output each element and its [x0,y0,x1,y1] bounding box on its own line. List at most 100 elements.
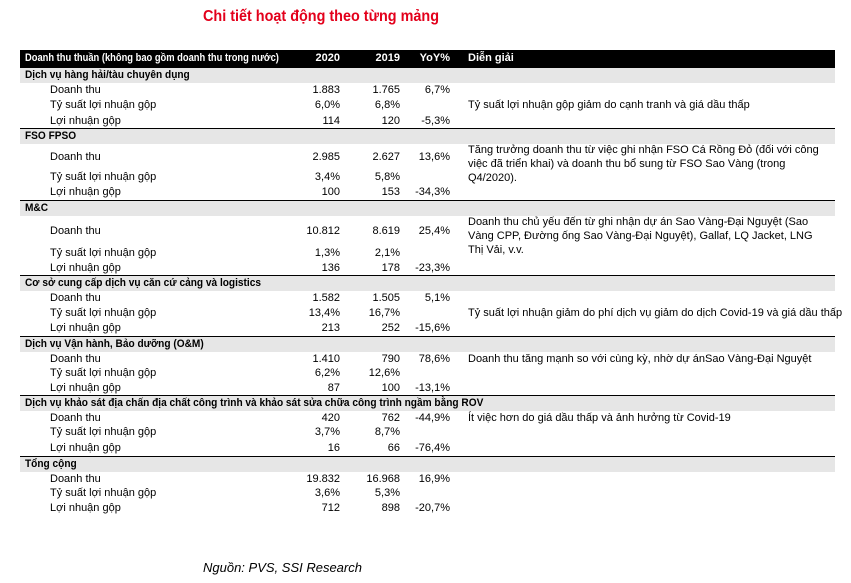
table-row: Lợi nhuận gộp 213 252 -15,6% [20,321,835,336]
value-2020: 136 [321,262,340,274]
value-yoy: 6,7% [424,84,450,96]
table-body: Dịch vụ hàng hải/tàu chuyên dụng Doanh th… [20,67,843,516]
value-2020: 6,2% [314,367,340,379]
table-row: Lợi nhuận gộp 114 120 -5,3% [20,114,835,128]
value-2019: 5,3% [374,487,400,499]
section-title: Dịch vụ khảo sát địa chấn địa chất công … [25,397,484,409]
value-2020: 16 [327,442,340,454]
section-header: Dịch vụ khảo sát địa chấn địa chất công … [20,395,835,411]
value-2019: 66 [387,442,400,454]
value-2020: 2.985 [312,151,340,163]
header-note: Diễn giải [468,52,514,64]
value-2020: 3,4% [314,171,340,183]
row-label: Tỷ suất lợi nhuận gộp [50,307,157,319]
table-row: Doanh thu 10.812 8.619 25,4% Doanh thu chủ y… [20,216,835,256]
row-label: Doanh thu [50,353,101,365]
value-yoy: -76,4% [415,442,450,454]
value-2019: 153 [381,186,400,198]
section-title: FSO FPSO [25,130,77,142]
table-row: Lợi nhuận gộp 100 153 -34,3% [20,185,835,200]
value-yoy: -15,6% [415,322,450,334]
value-2019: 252 [381,322,400,334]
value-yoy: -23,3% [415,262,450,274]
row-note: Tỷ suất lợi nhuận giảm do phí dịch vụ gi… [468,307,843,319]
row-label: Doanh thu [50,473,101,485]
table-row: Tỷ suất lợi nhuận gộp 3,7% 8,7% [20,425,835,440]
row-label: Tỷ suất lợi nhuận gộp [50,426,157,438]
value-2019: 120 [381,115,400,127]
section-title: Dịch vụ Vận hành, Bảo dưỡng (O&M) [25,338,204,350]
value-2019: 1.505 [372,292,400,304]
value-2020: 420 [321,412,340,424]
value-2019: 178 [381,262,400,274]
row-label: Tỷ suất lợi nhuận gộp [50,487,157,499]
value-2019: 5,8% [374,171,400,183]
value-2020: 712 [321,502,340,514]
row-label: Lợi nhuận gộp [50,382,121,394]
row-label: Tỷ suất lợi nhuận gộp [50,247,157,259]
table-row: Doanh thu 2.985 2.627 13,6% Tăng trưởng doan… [20,144,835,184]
value-2020: 3,7% [314,426,340,438]
value-2020: 13,4% [308,307,340,319]
value-2020: 3,6% [314,487,340,499]
row-label: Lợi nhuận gộp [50,502,121,514]
value-2020: 1.582 [312,292,340,304]
row-note: Tăng trưởng doanh thu từ việc ghi nhận F… [468,144,819,184]
section-header: FSO FPSO [20,128,835,144]
section-header: Cơ sở cung cấp dịch vụ căn cứ cảng và lo… [20,275,835,291]
table-row: Doanh thu 19.832 16.968 16,9% [20,472,835,486]
row-label: Tỷ suất lợi nhuận gộp [50,171,157,183]
table-row: Lợi nhuận gộp 87 100 -13,1% [20,381,835,395]
section-title: Dịch vụ hàng hải/tàu chuyên dụng [25,69,190,81]
value-2020: 19.832 [306,473,340,485]
value-2019: 2,1% [374,247,400,259]
value-2019: 8.619 [372,225,400,237]
value-2020: 6,0% [314,99,340,111]
value-2020: 1.883 [312,84,340,96]
value-2019: 8,7% [374,426,400,438]
value-yoy: -5,3% [421,115,450,127]
row-label: Doanh thu [50,292,101,304]
section-header: Dịch vụ Vận hành, Bảo dưỡng (O&M) [20,336,835,352]
value-yoy: 16,9% [418,473,450,485]
row-label: Doanh thu [50,151,101,163]
value-yoy: 5,1% [424,292,450,304]
section-title: Tổng cộng [25,458,77,470]
value-2019: 6,8% [374,99,400,111]
header-yoy: YoY% [419,52,450,64]
table-row: Lợi nhuận gộp 136 178 -23,3% [20,261,835,275]
table-row: Doanh thu 1.410 790 78,6% Doanh thu tăng mạn… [20,352,835,366]
row-note: Tỷ suất lợi nhuận gộp giảm do cạnh tranh… [468,99,750,111]
value-yoy: -44,9% [415,412,450,424]
section-header: Dịch vụ hàng hải/tàu chuyên dụng [20,67,835,83]
table-row: Tỷ suất lợi nhuận gộp 3,4% 5,8% [20,170,835,185]
value-2019: 898 [381,502,400,514]
section-title: Cơ sở cung cấp dịch vụ căn cứ cảng và lo… [25,277,261,289]
section-header: Tổng cộng [20,456,835,472]
table-header: Doanh thu thuần (không bao gồm doanh thu… [20,50,835,67]
value-2019: 790 [381,353,400,365]
table-row: Lợi nhuận gộp 712 898 -20,7% [20,501,835,516]
value-yoy: 25,4% [418,225,450,237]
value-yoy: -34,3% [415,186,450,198]
row-label: Doanh thu [50,412,101,424]
section-header: M&C [20,200,835,216]
value-2020: 1.410 [312,353,340,365]
source-note: Nguồn: PVS, SSI Research [203,560,362,575]
table-row: Tỷ suất lợi nhuận gộp 6,2% 12,6% [20,366,835,381]
value-2020: 10.812 [306,225,340,237]
value-2020: 100 [321,186,340,198]
table-row: Doanh thu 1.582 1.505 5,1% [20,291,835,305]
table-row: Doanh thu 1.883 1.765 6,7% [20,83,835,97]
table-row: Lợi nhuận gộp 16 66 -76,4% [20,440,835,456]
value-yoy: -13,1% [415,382,450,394]
value-2019: 100 [381,382,400,394]
table-row: Doanh thu 420 762 -44,9% Ít việc hơn do giá … [20,411,835,425]
value-2019: 2.627 [372,151,400,163]
row-label: Tỷ suất lợi nhuận gộp [50,367,157,379]
table-row: Tỷ suất lợi nhuận gộp 13,4% 16,7% Tỷ suất l… [20,305,843,321]
row-label: Doanh thu [50,84,101,96]
row-label: Doanh thu [50,225,101,237]
header-2020: 2020 [315,52,340,64]
row-label: Tỷ suất lợi nhuận gộp [50,99,157,111]
